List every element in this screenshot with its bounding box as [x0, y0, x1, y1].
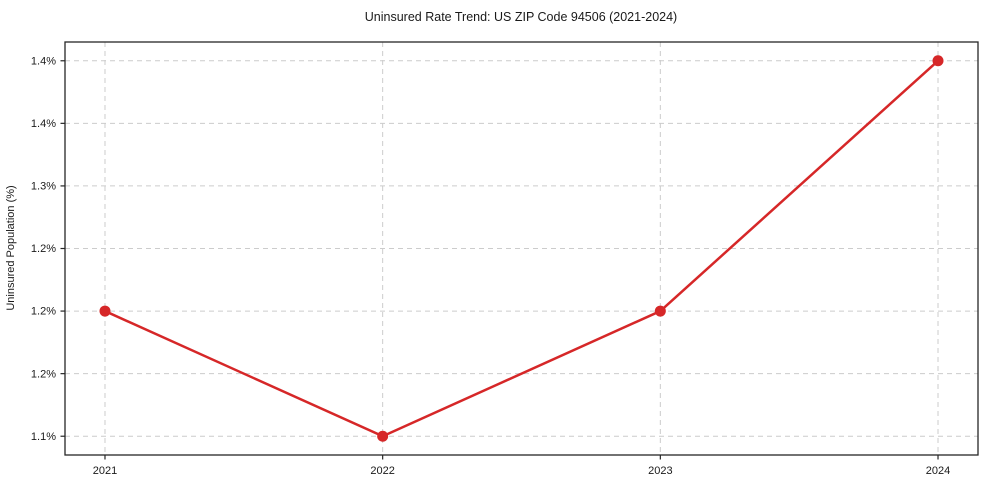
axis-ticks	[60, 60, 939, 460]
y-tick-label: 1.3%	[31, 181, 56, 193]
x-tick-label: 2022	[370, 465, 394, 477]
x-tick-label: 2021	[93, 465, 117, 477]
data-point	[654, 305, 666, 317]
y-tick-label: 1.4%	[31, 118, 56, 130]
plot-border	[64, 41, 979, 456]
data-point	[932, 55, 944, 67]
x-tick-label: 2024	[926, 465, 950, 477]
y-tick-label: 1.2%	[31, 368, 56, 380]
chart-title: Uninsured Rate Trend: US ZIP Code 94506 …	[365, 10, 677, 24]
x-tick-label: 2023	[648, 465, 672, 477]
y-tick-label: 1.1%	[31, 431, 56, 443]
y-axis-label: Uninsured Population (%)	[5, 185, 17, 310]
y-tick-label: 1.2%	[31, 243, 56, 255]
data-point	[99, 305, 111, 317]
grid-lines	[65, 42, 978, 455]
x-tick-labels: 2021 2022 2023 2024	[93, 465, 951, 477]
y-tick-label: 1.2%	[31, 306, 56, 318]
data-line	[103, 59, 940, 438]
y-tick-labels: 1.1% 1.2% 1.2% 1.2% 1.3% 1.4% 1.4%	[31, 55, 56, 442]
y-tick-label: 1.4%	[31, 55, 56, 67]
data-point	[377, 430, 389, 442]
data-series	[99, 55, 944, 442]
